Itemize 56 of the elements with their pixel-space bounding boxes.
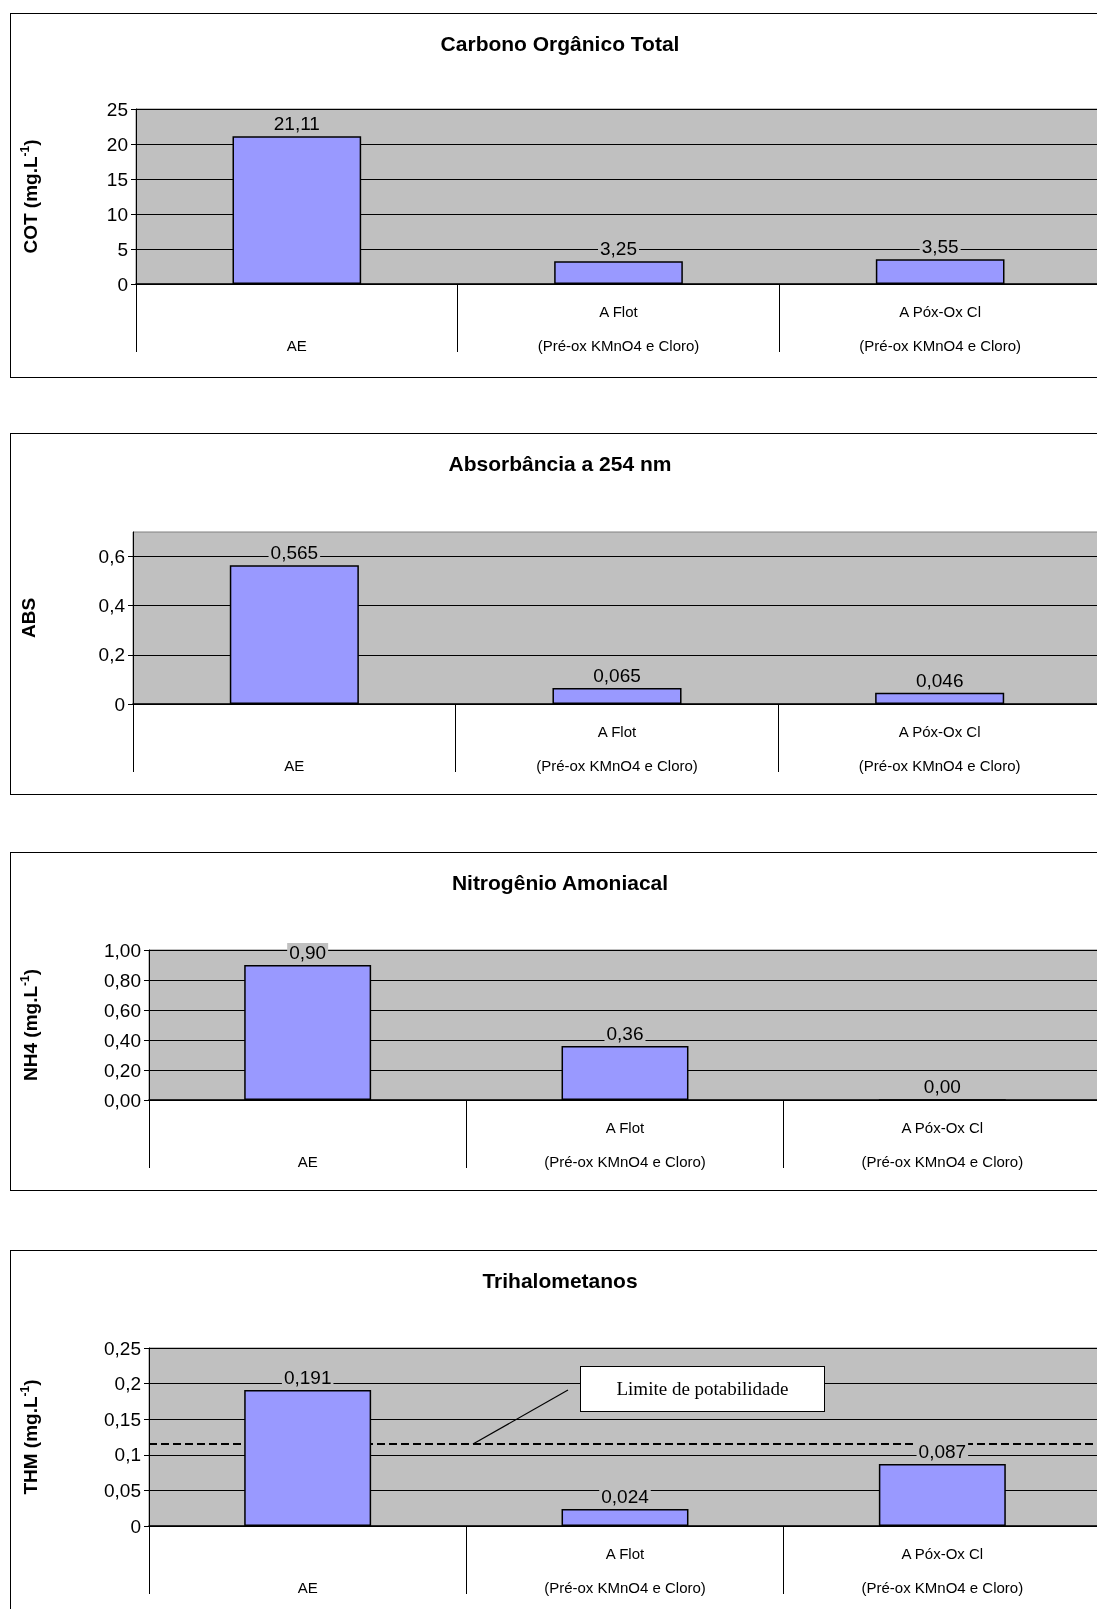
x-tick-label: A Flot (Pré-ox KMnO4 e Cloro) [544, 1118, 706, 1170]
y-tick-label: 0,1 [114, 1444, 141, 1466]
x-tick-label: A Flot (Pré-ox KMnO4 e Cloro) [544, 1544, 706, 1596]
y-tick-label: 0 [130, 1515, 141, 1537]
callout-box: Limite de potabilidade [580, 1366, 825, 1413]
y-axis-title: THM (mg.L-1) [18, 1379, 41, 1495]
x-tick-label: A Póx-Ox Cl (Pré-ox KMnO4 e Cloro) [861, 1118, 1024, 1170]
y-tick-label: 0,40 [104, 1029, 141, 1051]
data-label: 3,25 [600, 238, 637, 260]
y-tick-label: 0,05 [104, 1479, 141, 1501]
y-tick-label: 1,00 [104, 939, 141, 961]
data-label: 0,36 [606, 1023, 644, 1044]
x-tick-label: A Póx-Ox Cl (Pré-ox KMnO4 e Cloro) [858, 722, 1021, 774]
x-tick-label: A Póx-Ox Cl (Pré-ox KMnO4 e Cloro) [861, 1544, 1024, 1596]
x-tick-label: A Flot (Pré-ox KMnO4 e Cloro) [536, 722, 698, 774]
x-tick-label: A Flot (Pré-ox KMnO4 e Cloro) [537, 302, 700, 354]
x-tick-label: AE [284, 756, 305, 774]
y-tick-label: 20 [106, 133, 128, 155]
y-tick-label: 15 [106, 168, 128, 190]
y-tick-label: 0,15 [104, 1408, 141, 1430]
x-tick-label: AE [297, 1152, 318, 1170]
y-tick-label: 0,2 [114, 1373, 141, 1395]
data-label: 0,191 [283, 1367, 332, 1389]
chart-title: Carbono Orgânico Total [440, 32, 680, 55]
y-tick-label: 10 [106, 203, 128, 225]
data-label: 0,087 [918, 1441, 967, 1463]
y-tick-label: 0,20 [104, 1059, 141, 1081]
x-tick-label: AE [286, 336, 307, 354]
chart-title: Nitrogênio Amoniacal [451, 871, 669, 894]
data-label: 3,55 [921, 236, 959, 258]
y-tick-label: 0,4 [98, 595, 126, 617]
data-label: 21,11 [273, 113, 320, 135]
x-tick-label: AE [297, 1578, 318, 1596]
data-label: 0,565 [270, 542, 319, 564]
ref-line-label: Limite de potabilidade [616, 1378, 789, 1401]
y-axis-title: NH4 (mg.L-1) [18, 969, 41, 1081]
y-tick-label: 0,6 [98, 546, 125, 568]
y-tick-label: 0,00 [104, 1089, 141, 1111]
data-label: 0,046 [915, 669, 964, 691]
y-tick-label: 25 [106, 98, 128, 120]
y-tick-label: 0,60 [104, 999, 141, 1021]
data-label: 0,065 [593, 665, 641, 687]
data-label: 0,90 [289, 942, 327, 963]
x-tick-label: A Póx-Ox Cl (Pré-ox KMnO4 e Cloro) [859, 302, 1022, 354]
chart-title: Trihalometanos [482, 1269, 638, 1292]
y-tick-label: 0 [114, 693, 125, 715]
data-label: 0,00 [923, 1076, 961, 1098]
y-tick-label: 0,80 [104, 969, 141, 991]
data-label: 0,024 [601, 1485, 650, 1507]
y-tick-label: 0,2 [98, 644, 125, 666]
y-tick-label: 0,25 [104, 1337, 141, 1359]
chart-title: Absorbância a 254 nm [448, 452, 672, 475]
y-tick-label: 0 [117, 273, 128, 295]
y-axis-title: COT (mg.L-1) [18, 139, 41, 254]
y-axis-title: ABS [18, 597, 39, 639]
y-tick-label: 5 [117, 238, 128, 260]
